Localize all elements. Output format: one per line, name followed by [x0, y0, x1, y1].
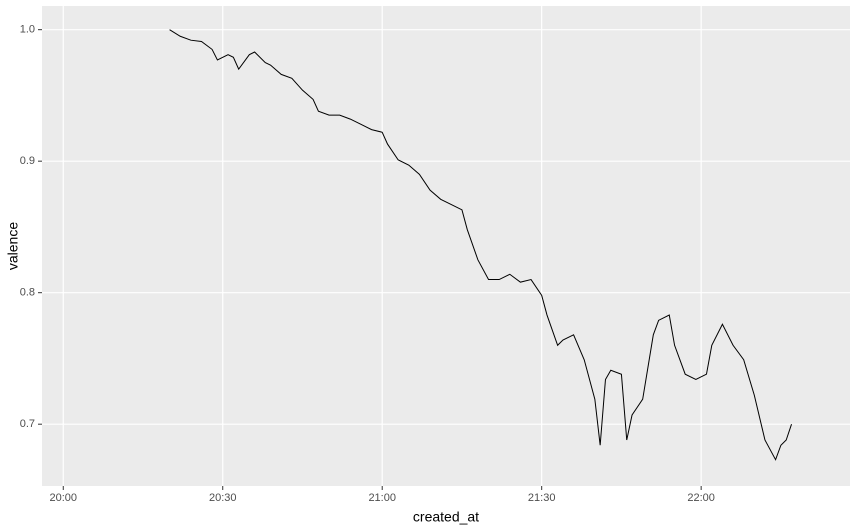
y-tick-label: 0.7 — [20, 418, 35, 430]
x-tick-label: 21:00 — [368, 492, 396, 504]
x-tick-label: 20:30 — [209, 492, 237, 504]
y-tick-label: 0.8 — [20, 287, 35, 299]
line — [169, 29, 792, 461]
y-tick-label: 0.9 — [20, 155, 35, 167]
x-tick-label: 22:00 — [687, 492, 715, 504]
y-tick-label: 1.0 — [20, 24, 35, 36]
x-tick-label: 21:30 — [528, 492, 556, 504]
y-axis-label: valence — [5, 222, 21, 270]
panel — [42, 6, 850, 486]
x-axis-label: created_at — [413, 509, 479, 525]
x-tick-label: 20:00 — [49, 492, 77, 504]
